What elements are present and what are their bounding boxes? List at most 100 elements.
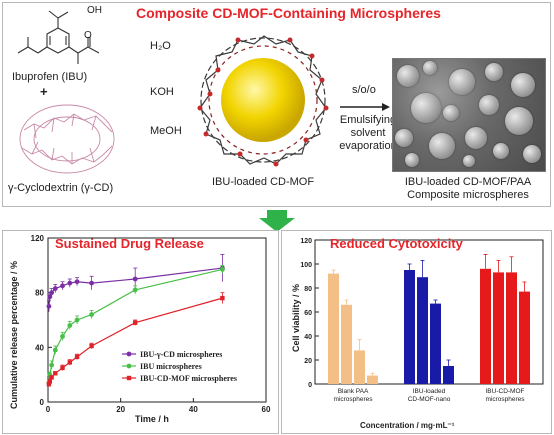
bar [443,366,454,384]
release-plot-frame [47,237,267,403]
carboxyl-oh: OH [87,5,102,16]
mof-label: IBU-loaded CD-MOF [212,176,315,188]
bar [506,272,517,384]
data-point [132,276,138,282]
group-label-line: microspheres [333,396,373,403]
release-title: Sustained Drug Release [55,236,204,251]
data-point [133,320,138,325]
y-tick-label: 60 [304,310,312,317]
group-label-line: IBU-loaded [413,388,446,395]
legend-label: IBU-CD-MOF microspheres [140,374,237,383]
cytotoxicity-title: Reduced Cytotoxicity [330,236,463,251]
bar [480,268,491,384]
data-point [67,360,72,365]
data-point [47,379,53,384]
data-point [220,267,225,272]
cytotoxicity-xlabel: Concentration / mg·mL⁻¹ [360,421,455,430]
bar [493,272,504,384]
x-tick-label: 0 [46,405,51,414]
x-tick-label: 60 [262,405,271,414]
reagent-water: H₂O [150,40,171,52]
data-point [46,382,52,387]
data-point [132,287,138,293]
series-line [48,267,223,307]
bar [328,273,339,384]
data-point [220,295,225,301]
legend-marker [126,375,132,381]
data-point [89,343,94,349]
data-point [52,286,58,291]
group-label: IBU-CD-MOF microspheres [485,388,525,403]
x-tick-label: 20 [116,405,125,414]
data-point [74,279,80,285]
data-point [46,303,52,309]
release-ylabel: Cumulative release percentage / % [9,260,19,410]
data-point [89,280,94,286]
y-tick-label: 40 [35,343,44,352]
cd-mof-structure [197,35,329,167]
data-point [52,347,58,353]
series-line [48,268,223,383]
carboxyl-o: O [84,30,92,41]
data-point [89,312,94,317]
product-line-1: IBU-loaded CD-MOF/PAA [404,176,532,188]
data-point [67,323,73,328]
bar [417,277,428,384]
process-step-1: Emulsifying [339,114,397,126]
data-point [67,280,73,286]
group-label-line: microspheres [485,396,525,403]
reagent-koh: KOH [150,86,174,98]
ibuprofen-label: Ibuprofen (IBU) [12,71,88,83]
product-line-2: Composite microspheres [407,189,529,201]
plus-sign: + [40,84,48,99]
data-point [60,334,65,339]
legend-marker [126,363,132,369]
bar [354,350,365,384]
y-tick-label: 80 [304,286,312,293]
group-label: IBU-loaded CD-MOF-nano [408,388,451,403]
y-tick-label: 40 [304,334,312,341]
group-label: Blank PAA microspheres [333,388,373,403]
ibuprofen-structure [17,10,100,64]
process-top-label: s/o/o [352,84,376,96]
data-point [74,354,80,360]
process-step-3: evaporation [339,140,397,152]
data-point [49,375,54,380]
data-point [49,362,55,368]
down-arrow [259,210,295,232]
y-tick-label: 0 [308,382,312,389]
series-line [48,297,223,385]
y-tick-label: 120 [31,234,45,243]
x-tick-label: 40 [189,405,198,414]
group-label-line: Blank PAA [338,388,369,395]
y-tick-label: 120 [300,238,312,245]
data-point [74,317,80,323]
cyclodextrin-label: γ-Cyclodextrin (γ-CD) [8,182,114,194]
group-label-line: CD-MOF-nano [408,396,451,403]
release-xlabel: Time / h [135,414,169,424]
bar [519,291,530,384]
legend-label: IBU microspheres [140,362,202,371]
sem-micrograph [392,58,546,172]
data-point [60,283,65,289]
data-point [49,290,55,296]
bar [430,303,441,384]
y-tick-label: 80 [35,289,44,298]
legend-marker [126,351,132,357]
bar [341,304,352,384]
y-tick-label: 100 [300,262,312,269]
legend-label: IBU-γ-CD microspheres [140,350,222,359]
y-tick-label: 0 [40,398,45,407]
y-tick-label: 20 [304,358,312,365]
release-chart: 0 40 80 120 0 20 40 60 IBU-γ-CD microspheres IBU … [31,234,271,414]
reagent-methanol: MeOH [150,125,182,137]
group-label-line: IBU-CD-MOF [486,388,525,395]
process-arrow [340,103,390,111]
bar [367,375,378,384]
synthesis-title: Composite CD-MOF-Containing Microspheres [136,5,441,21]
cytotoxicity-ylabel: Cell viability / % [291,283,301,353]
process-step-2: solvent [350,127,386,139]
data-point [53,371,58,376]
data-point [47,294,53,300]
